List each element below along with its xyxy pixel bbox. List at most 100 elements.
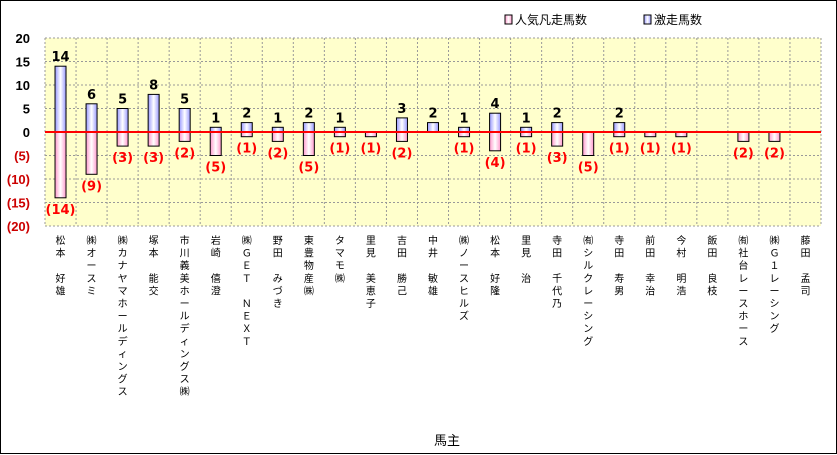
bar-series-1 [395,117,408,133]
category-label: 藤田 孟司 [800,235,810,297]
data-label-series-0: (3) [112,151,133,166]
data-label-series-0: (2) [267,146,288,161]
bar-series-1 [427,122,439,133]
category-label: 東豊物産㈱ [304,234,314,297]
data-label-series-0: (4) [485,156,506,171]
category-label: 里見 美恵子 [366,235,376,310]
data-label-series-0: (1) [516,142,537,157]
category-label: 寺田 寿男 [614,235,624,297]
data-label-series-1: 1 [273,111,282,126]
category-label: ㈱ＧＥＴ ＮＥＸＴ [242,235,252,348]
y-tick-label: (15) [7,196,30,211]
data-label-series-1: 8 [149,78,158,93]
bar-series-0 [768,131,781,142]
data-label-series-1: 6 [87,88,96,103]
legend-swatch-series-1 [643,14,652,25]
data-label-series-1: 1 [335,111,344,126]
data-label-series-1: 5 [180,93,189,108]
category-label: 野田 みづき [273,235,283,310]
bar-series-0 [302,131,315,156]
bar-series-0 [54,131,67,199]
bar-series-0 [582,131,595,156]
data-label-series-0: (2) [733,146,754,161]
data-label-series-0: (5) [298,161,319,176]
bar-series-1 [613,122,626,133]
category-label: ㈱カナヤマホールディングス [118,235,128,398]
data-labels: 14(14)6(9)5(3)8(3)5(2)1(5)2(1)1(2)2(5)1(… [46,50,785,218]
data-label-series-0: (2) [174,146,195,161]
bar-series-1 [85,103,98,133]
category-label: ㈱ノースヒルズ [459,235,469,323]
category-label: 岩崎 僖澄 [211,234,221,297]
data-label-series-0: (3) [143,151,164,166]
data-label-series-1: 2 [553,107,562,122]
bar-series-0 [116,131,129,147]
data-label-series-1: 4 [491,97,500,112]
y-tick-label: 20 [16,31,30,46]
data-label-series-0: (14) [46,203,76,218]
y-tick-label: (20) [7,219,30,234]
bar-series-0 [209,131,222,156]
y-tick-label: (5) [14,149,30,164]
data-label-series-0: (1) [329,142,350,157]
y-axis: 20 15 10 5 0 (5) (10) (15) (20) [7,31,30,234]
data-label-series-1: 5 [118,93,127,108]
bar-series-1 [551,122,564,133]
data-label-series-1: 1 [460,111,469,126]
data-label-series-1: 14 [51,50,69,65]
data-label-series-1: 2 [304,107,313,122]
category-label: 松本 好隆 [490,234,500,297]
category-label: 松本 好雄 [56,234,66,297]
data-label-series-0: (5) [205,161,226,176]
bar-series-1 [302,122,315,133]
y-tick-label: 10 [16,78,30,93]
category-label: 寺田 千代乃 [552,235,562,310]
data-label-series-0: (1) [609,142,630,157]
legend-label-series-1: 激走馬数 [654,12,702,27]
legend-swatch-series-0 [504,14,513,25]
category-label: 市川義美ホールディングス㈱ [180,234,190,398]
bar-series-1 [489,112,502,133]
data-label-series-0: (9) [81,179,102,194]
category-label: 今村 明浩 [676,234,686,297]
category-label: ㈱オースミ [87,235,97,297]
bar-series-0 [271,131,284,142]
legend-label-series-0: 人気凡走馬数 [515,12,587,27]
data-label-series-1: 1 [211,111,220,126]
data-label-series-0: (1) [360,142,381,157]
data-label-series-1: 1 [522,111,531,126]
data-label-series-1: 2 [428,107,437,122]
bar-series-0 [551,131,564,147]
category-label: ㈱Ｇ１レーシング [769,235,779,335]
bar-series-0 [147,131,160,147]
category-label: ㈲社台レースホース [738,235,748,348]
data-label-series-0: (5) [578,161,599,176]
legend: 人気凡走馬数 激走馬数 [504,12,702,27]
bar-series-1 [240,122,253,133]
bar-series-1 [147,93,160,133]
y-tick-label: 0 [23,125,30,140]
category-label: 里見 治 [521,235,531,285]
bar-series-0 [737,131,750,142]
category-label: 前田 幸治 [645,234,655,297]
bar-series-0 [178,131,191,142]
data-label-series-0: (1) [454,142,475,157]
data-label-series-0: (1) [640,142,661,157]
category-label: 吉田 勝己 [397,235,407,297]
category-label: ㈲シルクレーシング [583,235,593,348]
x-axis-title: 馬主 [434,434,460,449]
y-tick-label: 5 [23,102,30,117]
category-label: タマモ㈱ [335,235,345,285]
data-label-series-0: (1) [236,142,257,157]
category-label: 塚本 能交 [149,235,159,297]
data-label-series-1: 3 [397,102,406,117]
data-label-series-0: (1) [671,142,692,157]
data-label-series-1: 2 [242,107,251,122]
data-label-series-1: 2 [615,107,624,122]
data-label-series-0: (3) [547,151,568,166]
data-label-series-0: (2) [391,146,412,161]
bar-series-1 [116,108,129,133]
bar-series-0 [85,131,98,175]
